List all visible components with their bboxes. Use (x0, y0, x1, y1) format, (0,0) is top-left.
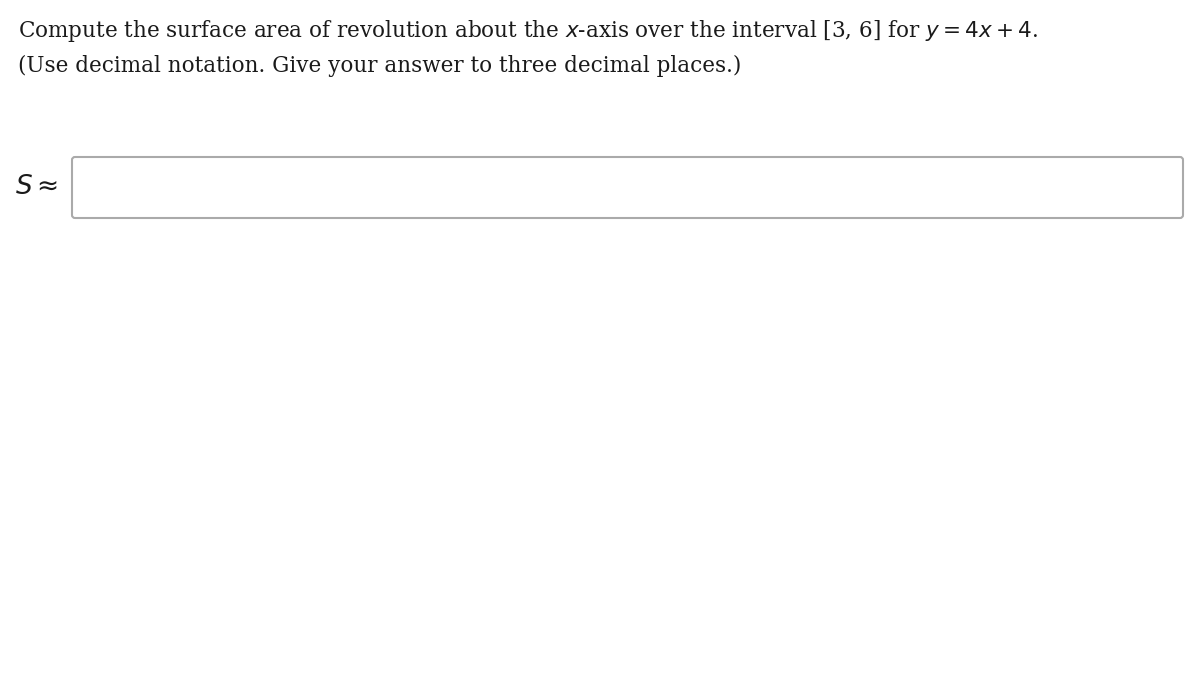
Text: (Use decimal notation. Give your answer to three decimal places.): (Use decimal notation. Give your answer … (18, 55, 742, 77)
FancyBboxPatch shape (72, 157, 1183, 218)
Text: Compute the surface area of revolution about the $x$-axis over the interval [3, : Compute the surface area of revolution a… (18, 18, 1038, 44)
Text: $S \approx$: $S \approx$ (14, 174, 58, 200)
